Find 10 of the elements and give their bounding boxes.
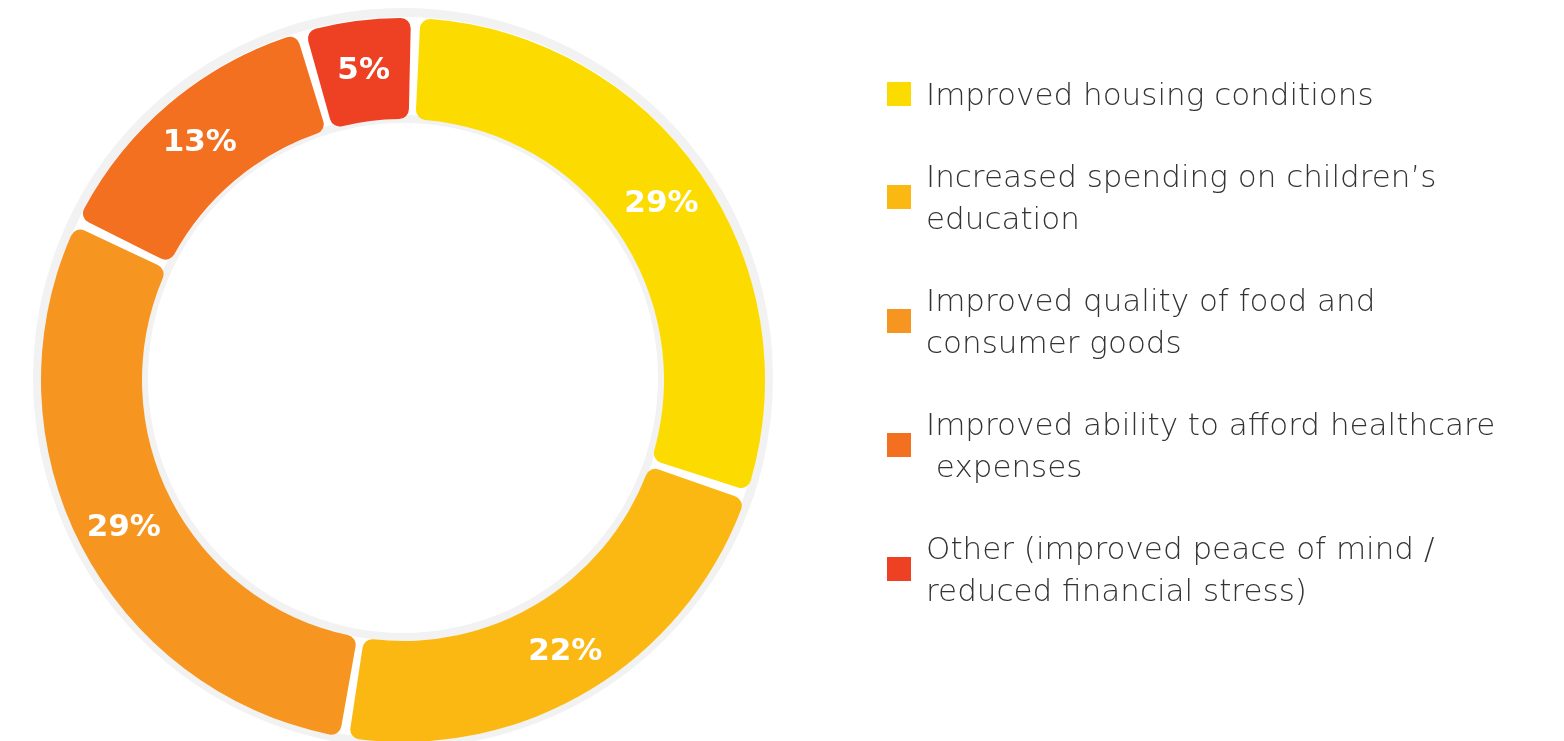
data-label: 5%: [337, 49, 390, 86]
legend-label: Improved ability to afford healthcare expenses: [926, 406, 1496, 484]
legend-label: Other (improved peace of mind / reduced financial stress): [926, 530, 1445, 608]
legend-label: Improved quality of food and consumer goods: [926, 282, 1386, 360]
data-label: 29%: [86, 506, 161, 543]
data-label: 22%: [528, 631, 603, 668]
data-label: 13%: [162, 121, 237, 158]
legend-label: Increased spending on children’s education: [926, 158, 1447, 236]
legend-label: Improved housing conditions: [926, 76, 1374, 112]
data-label: 29%: [624, 182, 699, 219]
